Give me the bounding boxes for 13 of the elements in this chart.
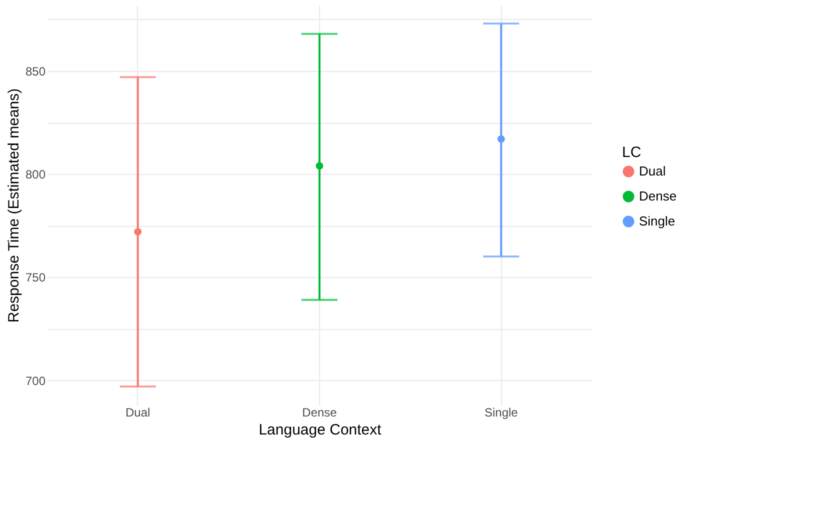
x-tick-label: Dense [302, 406, 338, 420]
y-tick-label: 850 [25, 64, 46, 78]
legend-label: Dense [639, 188, 677, 204]
y-axis-title: Response Time (Estimated means) [5, 88, 22, 323]
x-axis-title: Language Context [258, 422, 382, 438]
x-tick-label: Dual [125, 406, 150, 420]
y-tick-label: 800 [25, 168, 46, 182]
legend-title: LC [622, 144, 642, 161]
y-tick-label: 700 [25, 374, 46, 388]
y-tick-label: 750 [25, 270, 46, 285]
legend-label: Dual [639, 164, 666, 178]
x-tick-label: Single [484, 406, 518, 420]
legend-label: Single [639, 214, 676, 228]
